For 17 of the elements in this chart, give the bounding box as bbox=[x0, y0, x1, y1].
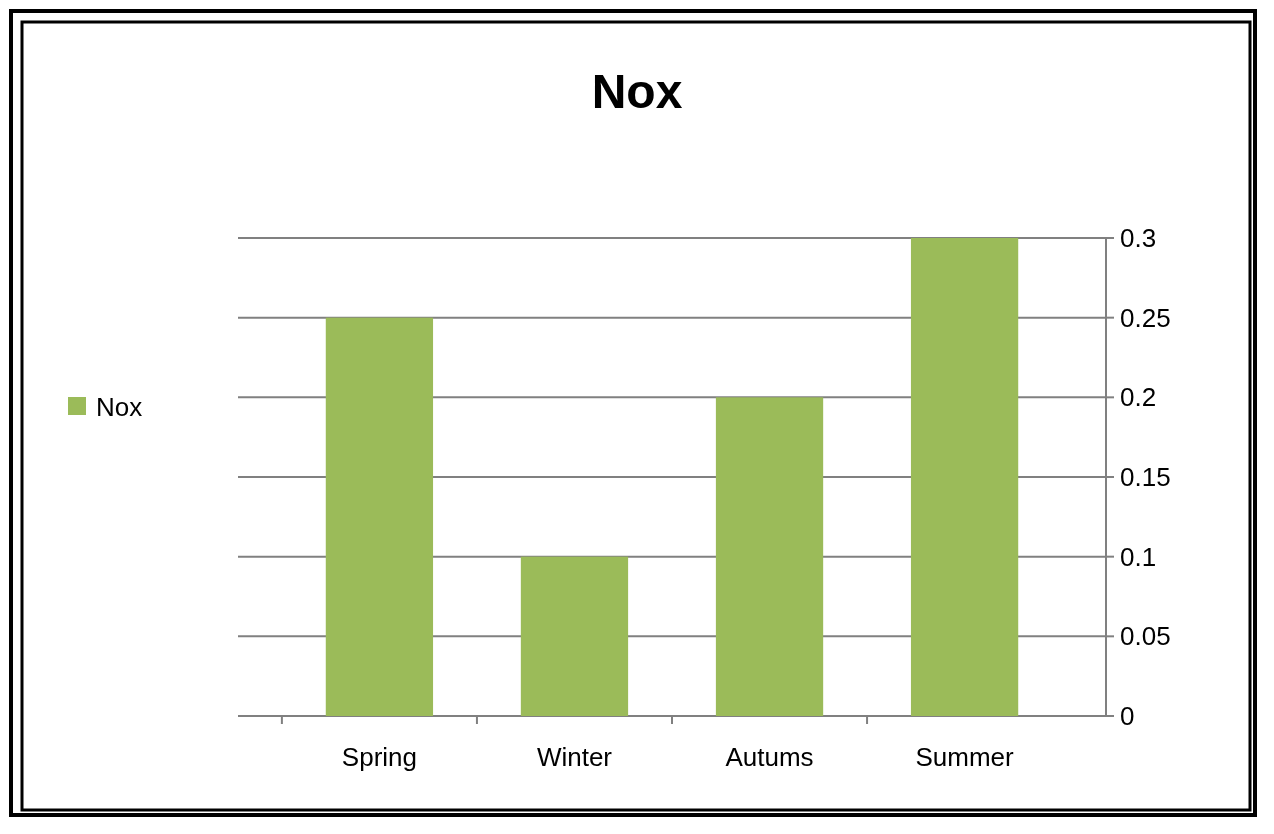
x-tick-label: Winter bbox=[536, 742, 613, 772]
y-tick-label: 0.25 bbox=[1120, 302, 1171, 333]
bar bbox=[520, 556, 629, 716]
y-tick-label: 0.05 bbox=[1120, 621, 1171, 652]
y-tick-label: 0 bbox=[1120, 701, 1135, 732]
bar bbox=[715, 397, 824, 716]
y-tick-label: 0.2 bbox=[1120, 382, 1157, 413]
chart-title: Nox bbox=[591, 65, 683, 118]
x-tick-label: Summer bbox=[915, 742, 1015, 772]
y-tick-label: 0.3 bbox=[1120, 223, 1157, 254]
bar bbox=[910, 238, 1019, 716]
y-tick-label: 0.15 bbox=[1120, 462, 1171, 493]
x-tick-label: Spring bbox=[341, 742, 417, 772]
legend-label: Nox bbox=[96, 392, 143, 423]
y-tick-label: 0.1 bbox=[1120, 541, 1157, 572]
x-tick-label: Autums bbox=[725, 742, 814, 772]
bar bbox=[325, 317, 434, 716]
